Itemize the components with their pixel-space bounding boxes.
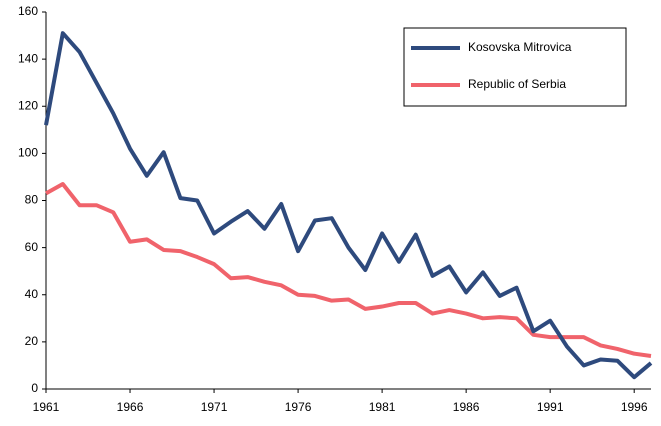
x-tick-label: 1991 — [537, 400, 564, 414]
x-tick-label: 1996 — [621, 400, 648, 414]
x-tick-label: 1971 — [201, 400, 228, 414]
series-line — [44, 31, 653, 380]
x-tick-label: 1986 — [453, 400, 480, 414]
y-tick-label: 20 — [25, 334, 39, 348]
x-tick-label: 1966 — [117, 400, 144, 414]
y-tick-label: 120 — [18, 98, 38, 112]
x-tick-label: 1981 — [369, 400, 396, 414]
y-tick-label: 160 — [18, 4, 38, 18]
legend-box — [403, 27, 627, 107]
x-tick-label: 1976 — [285, 400, 312, 414]
y-tick-label: 140 — [18, 51, 38, 65]
y-tick-label: 100 — [18, 146, 38, 160]
legend-label: Republic of Serbia — [468, 77, 566, 91]
y-tick-label: 40 — [25, 287, 39, 301]
series-line — [45, 182, 652, 358]
y-tick-label: 0 — [31, 381, 38, 395]
y-tick-label: 80 — [25, 193, 39, 207]
x-tick-label: 1961 — [33, 400, 60, 414]
legend-label: Kosovska Mitrovica — [468, 40, 572, 54]
y-tick-label: 60 — [25, 240, 39, 254]
